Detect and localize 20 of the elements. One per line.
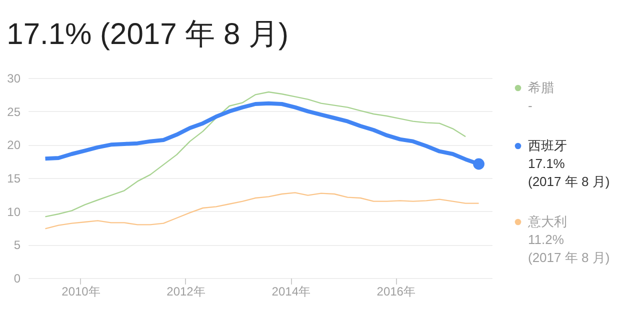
y-tick-label: 0: [14, 272, 21, 286]
x-tick-label: 2016年: [376, 284, 416, 298]
legend-label: 西班牙: [528, 138, 567, 153]
chart-title: 17.1% (2017 年 8 月): [6, 18, 288, 51]
y-tick-label: 5: [14, 238, 21, 252]
y-tick-label: 30: [7, 72, 21, 86]
y-tick-label: 20: [7, 138, 21, 152]
legend-label: 希腊: [528, 80, 554, 95]
y-tick-label: 10: [7, 204, 21, 219]
x-tick-label: 2010年: [62, 284, 100, 298]
x-tick-label: 2012年: [166, 284, 206, 298]
text: 11.2% (2017 年 8 月): [528, 232, 610, 265]
y-tick-label: 15: [7, 172, 21, 186]
text: -: [528, 98, 532, 113]
line-series: [44, 192, 480, 230]
line-series: [44, 91, 466, 218]
x-tick-label: 2014年: [272, 284, 310, 298]
y-tick-label: 25: [7, 104, 21, 119]
legend-label: 意大利: [527, 214, 567, 229]
text: 17.1% (2017 年 8 月): [528, 156, 610, 189]
